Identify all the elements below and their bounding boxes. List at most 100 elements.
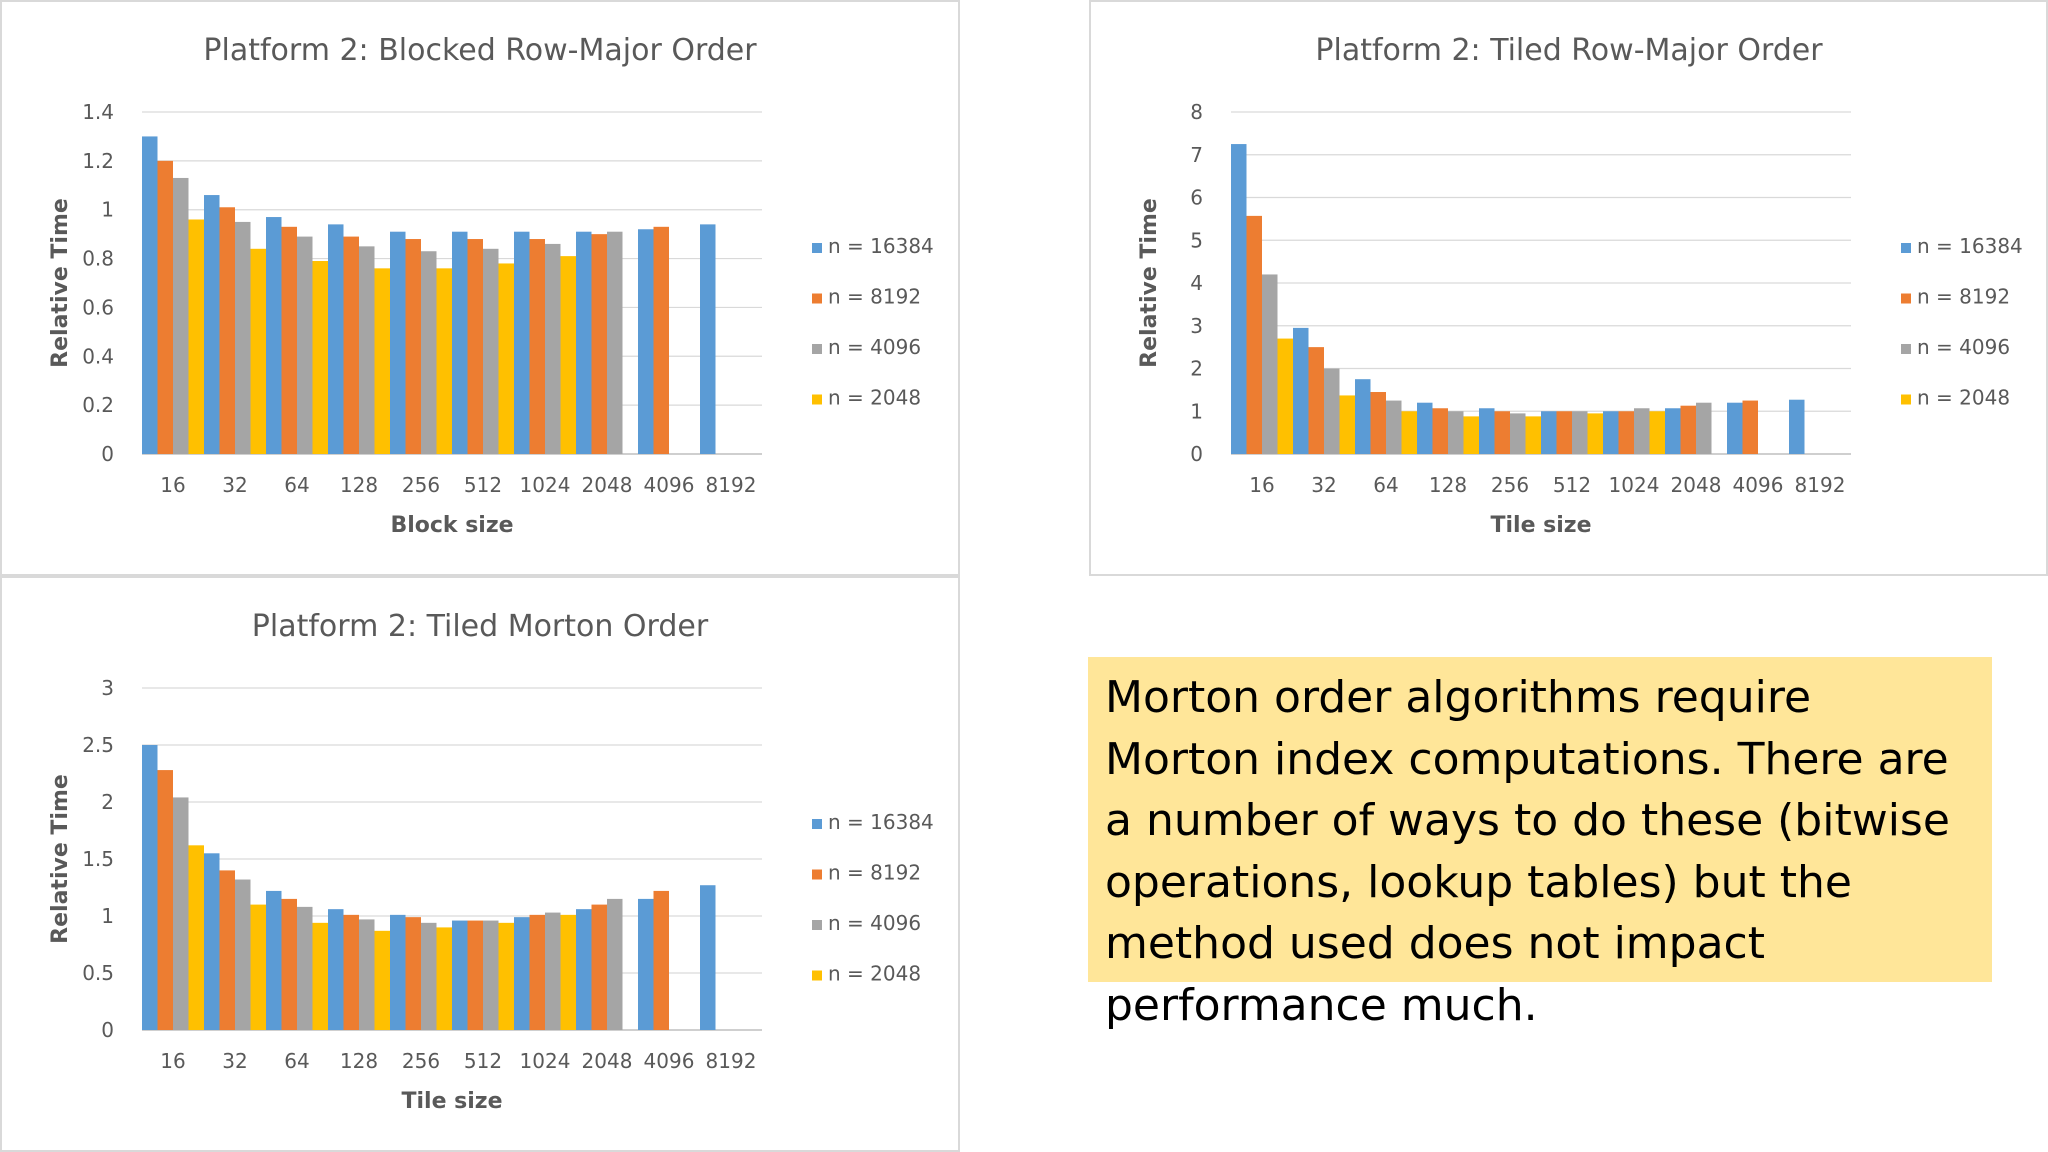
- x-tick-label: 8192: [706, 473, 757, 497]
- bar: [576, 231, 592, 454]
- bar: [219, 207, 235, 454]
- chart-panel-blocked-row-major: Platform 2: Blocked Row-Major Order 0 0.2 0…: [0, 0, 960, 576]
- bar: [498, 263, 514, 454]
- legend-label: n = 2048: [828, 962, 921, 986]
- bar: [700, 885, 716, 1030]
- bar: [1587, 413, 1603, 454]
- bar: [545, 912, 561, 1030]
- bar: [266, 217, 282, 454]
- bar: [1680, 405, 1696, 454]
- y-tick-label: 2: [101, 790, 114, 814]
- legend-swatch: [812, 243, 822, 253]
- y-tick-label: 1.2: [82, 149, 114, 173]
- x-tick-label: 2048: [1671, 473, 1722, 497]
- bar: [1293, 327, 1309, 454]
- bar: [1665, 408, 1681, 454]
- bar: [1525, 416, 1541, 454]
- y-tick-label: 4: [1190, 271, 1203, 295]
- bar: [1386, 400, 1402, 454]
- legend-swatch: [812, 970, 822, 981]
- bar: [312, 922, 328, 1030]
- bar: [1479, 408, 1495, 454]
- bar: [390, 231, 406, 454]
- x-axis-title: Tile size: [401, 1089, 502, 1114]
- bar: [1308, 347, 1324, 454]
- bar: [421, 251, 437, 454]
- bar: [1727, 402, 1743, 454]
- x-tick-label: 32: [1311, 473, 1336, 497]
- bar: [653, 226, 669, 454]
- bar: [359, 919, 375, 1030]
- bar: [297, 906, 313, 1030]
- bar: [188, 219, 204, 454]
- bar: [1432, 408, 1448, 454]
- legend-swatch: [1901, 243, 1911, 253]
- bar: [235, 879, 251, 1030]
- y-tick-label: 0: [1190, 442, 1203, 466]
- bar: [1231, 144, 1247, 454]
- bar: [173, 797, 189, 1030]
- y-tick-label: 0: [101, 1018, 114, 1042]
- bar: [452, 231, 468, 454]
- bar: [297, 236, 313, 454]
- x-axis-title: Tile size: [1490, 513, 1591, 538]
- bar: [591, 904, 607, 1030]
- bar: [1556, 411, 1572, 454]
- bar: [157, 770, 173, 1030]
- x-tick-label: 16: [160, 1049, 185, 1073]
- bar: [374, 268, 390, 454]
- x-tick-label: 1024: [520, 1049, 571, 1073]
- legend-swatch: [1901, 293, 1911, 304]
- bar: [514, 231, 530, 454]
- bar: [1370, 392, 1386, 454]
- legend-label: n = 2048: [828, 386, 921, 410]
- morton-note-callout: Morton order algorithms require Morton i…: [1088, 657, 1992, 1031]
- legend-swatch: [812, 869, 822, 880]
- y-tick-label: 1: [101, 198, 114, 222]
- y-tick-label: 3: [1190, 314, 1203, 338]
- x-tick-label: 64: [284, 1049, 309, 1073]
- chart-panel-tiled-morton: Platform 2: Tiled Morton Order 0 0.5 1 1.5 2 2…: [0, 576, 960, 1152]
- bar: [250, 248, 266, 454]
- y-tick-label: 6: [1190, 186, 1203, 210]
- y-tick-label: 0.5: [82, 961, 114, 985]
- y-tick-label: 0.6: [82, 295, 114, 319]
- bar: [1246, 215, 1262, 454]
- bar: [700, 224, 716, 454]
- bar: [1277, 338, 1293, 454]
- bar: [281, 898, 297, 1030]
- legend-label: n = 4096: [828, 335, 921, 359]
- y-axis-title: Relative Time: [48, 774, 73, 944]
- bar: [1510, 413, 1526, 454]
- bar: [452, 920, 468, 1030]
- x-tick-label: 64: [284, 473, 309, 497]
- bar: [1262, 274, 1278, 454]
- note-text: Morton order algorithms require Morton i…: [1105, 672, 1950, 1031]
- legend-label: n = 8192: [828, 285, 921, 309]
- bar: [467, 920, 483, 1030]
- x-tick-label: 4096: [1733, 473, 1784, 497]
- bar: [483, 248, 499, 454]
- bar: [1401, 411, 1417, 454]
- legend-swatch: [1901, 344, 1911, 354]
- bar: [1603, 411, 1619, 454]
- bar: [1448, 411, 1464, 454]
- bar: [1572, 411, 1588, 454]
- legend-label: n = 16384: [828, 234, 934, 258]
- y-tick-label: 1: [101, 904, 114, 928]
- bar: [514, 917, 530, 1030]
- bar: [576, 909, 592, 1030]
- x-tick-label: 32: [222, 1049, 247, 1073]
- bar: [560, 256, 576, 454]
- x-tick-label: 256: [402, 1049, 440, 1073]
- bar: [545, 243, 561, 454]
- bar: [142, 745, 158, 1030]
- legend-label: n = 8192: [1917, 285, 2010, 309]
- y-tick-label: 0: [101, 442, 114, 466]
- legend-label: n = 2048: [1917, 386, 2010, 410]
- bar: [1417, 402, 1433, 454]
- bar: [374, 930, 390, 1030]
- legend-swatch: [812, 920, 822, 930]
- legend-label: n = 16384: [1917, 234, 2023, 258]
- y-axis-title: Relative Time: [48, 198, 73, 368]
